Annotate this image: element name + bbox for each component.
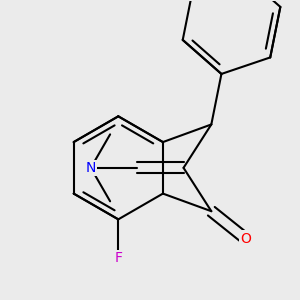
Text: N: N bbox=[85, 161, 96, 175]
Text: F: F bbox=[114, 251, 122, 265]
Text: O: O bbox=[240, 232, 251, 246]
